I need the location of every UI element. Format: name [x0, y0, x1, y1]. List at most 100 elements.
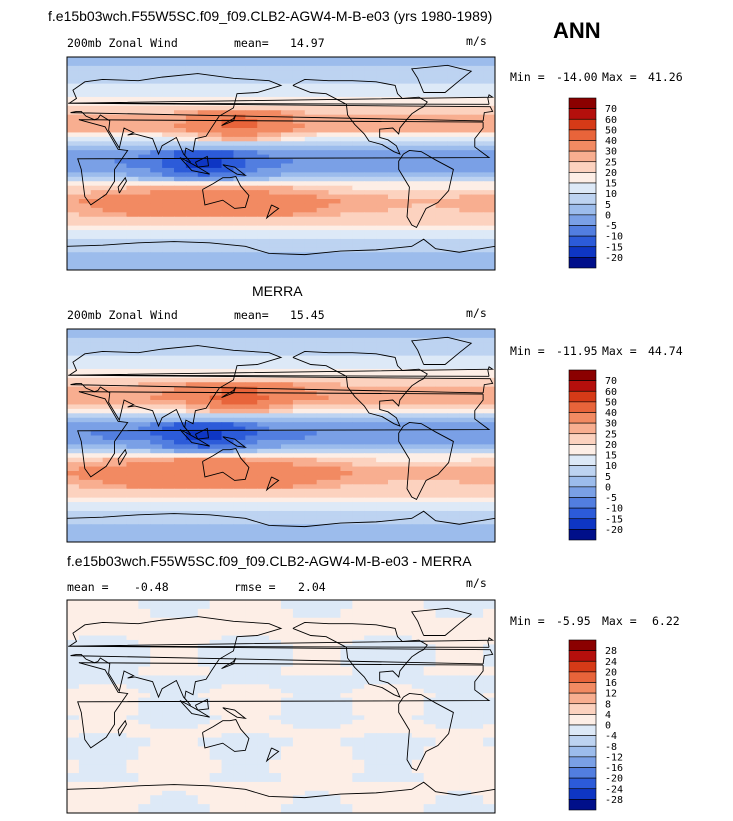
field-cell: [245, 715, 258, 721]
field-cell: [257, 163, 270, 169]
field-cell: [316, 488, 330, 494]
field-cell: [304, 92, 318, 98]
field-cell: [233, 742, 246, 748]
field-cell: [114, 462, 128, 468]
field-cell: [90, 96, 104, 102]
field-cell: [376, 368, 389, 374]
field-cell: [162, 604, 175, 610]
field-cell: [257, 110, 270, 116]
field-cell: [328, 114, 342, 120]
field-cell: [364, 448, 377, 454]
field-cell: [447, 479, 460, 485]
field-cell: [304, 176, 318, 182]
field-cell: [102, 61, 116, 67]
field-cell: [292, 105, 306, 111]
field-cell: [471, 524, 484, 530]
field-cell: [292, 212, 306, 218]
field-cell: [447, 515, 460, 521]
field-cell: [138, 444, 151, 450]
field-cell: [67, 105, 80, 111]
field-cell: [114, 329, 128, 335]
field-cell: [364, 688, 377, 694]
field-cell: [411, 216, 425, 222]
field-cell: [447, 342, 460, 348]
field-cell: [316, 377, 330, 383]
field-cell: [269, 497, 282, 503]
field-cell: [471, 475, 484, 481]
field-cell: [459, 431, 472, 437]
field-cell: [471, 141, 484, 147]
field-cell: [126, 506, 139, 512]
field-cell: [197, 207, 211, 213]
field-cell: [328, 329, 342, 335]
field-cell: [150, 608, 163, 614]
field-cell: [90, 247, 104, 253]
field-cell: [304, 439, 318, 445]
field-cell: [471, 715, 484, 721]
field-cell: [483, 190, 495, 196]
field-cell: [174, 216, 187, 222]
field-cell: [221, 132, 235, 138]
field-cell: [364, 510, 377, 516]
field-cell: [376, 230, 389, 236]
field-cell: [483, 351, 495, 357]
field-cell: [174, 724, 187, 730]
field-cell: [67, 176, 80, 182]
colorbar-swatch: [568, 97, 597, 109]
field-cell: [304, 234, 318, 240]
field-cell: [399, 510, 413, 516]
field-cell: [352, 759, 365, 765]
panel-3-title: f.e15b03wch.F55W5SC.f09_f09.CLB2-AGW4-M-…: [67, 553, 472, 569]
field-cell: [316, 65, 330, 71]
field-cell: [197, 417, 211, 423]
field-cell: [162, 639, 175, 645]
field-cell: [197, 448, 211, 454]
field-cell: [316, 342, 330, 348]
field-cell: [138, 679, 151, 685]
field-cell: [328, 475, 342, 481]
field-cell: [174, 382, 187, 388]
field-cell: [126, 719, 139, 725]
field-cell: [114, 426, 128, 432]
field-cell: [197, 70, 211, 76]
field-cell: [78, 724, 92, 730]
field-cell: [435, 252, 449, 258]
field-cell: [126, 448, 139, 454]
field-cell: [328, 635, 342, 641]
field-cell: [67, 728, 80, 734]
field-cell: [233, 635, 246, 641]
field-cell: [364, 759, 377, 765]
field-cell: [90, 439, 104, 445]
field-cell: [423, 679, 437, 685]
field-cell: [483, 537, 495, 542]
field-cell: [257, 351, 270, 357]
field-cell: [304, 70, 318, 76]
field-cell: [90, 688, 104, 694]
field-cell: [328, 622, 342, 628]
field-cell: [67, 426, 80, 432]
field-cell: [78, 136, 92, 142]
field-cell: [483, 431, 495, 437]
field-cell: [185, 342, 199, 348]
field-cell: [114, 252, 128, 258]
field-cell: [269, 70, 282, 76]
field-cell: [435, 502, 449, 508]
field-cell: [114, 759, 128, 765]
field-cell: [423, 604, 437, 610]
field-cell: [364, 413, 377, 419]
field-cell: [471, 408, 484, 414]
field-cell: [292, 617, 306, 623]
field-cell: [197, 141, 211, 147]
field-cell: [114, 444, 128, 450]
field-cell: [233, 417, 246, 423]
field-cell: [67, 57, 80, 63]
field-cell: [185, 417, 199, 423]
field-cell: [423, 706, 437, 712]
field-cell: [388, 697, 401, 703]
field-cell: [174, 159, 187, 165]
field-cell: [471, 360, 484, 366]
field-cell: [364, 190, 377, 196]
field-cell: [185, 346, 199, 352]
field-cell: [102, 479, 116, 485]
field-cell: [114, 773, 128, 779]
